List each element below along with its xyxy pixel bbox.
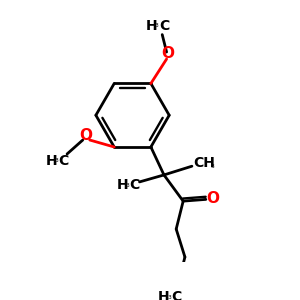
Text: H: H [146,19,158,33]
Text: C: C [58,154,69,168]
Text: O: O [161,46,174,61]
Text: O: O [206,191,219,206]
Text: $_3$: $_3$ [154,21,160,30]
Text: H: H [116,178,128,192]
Text: C: C [159,19,169,33]
Text: $_3$: $_3$ [167,293,172,300]
Text: $_3$: $_3$ [124,181,130,190]
Text: $_3$: $_3$ [54,157,59,166]
Text: C: C [171,290,181,300]
Text: H: H [158,290,170,300]
Text: C: C [129,178,140,192]
Text: $_3$: $_3$ [210,162,216,171]
Text: CH: CH [193,156,215,170]
Text: H: H [46,154,57,168]
Text: O: O [79,128,92,143]
